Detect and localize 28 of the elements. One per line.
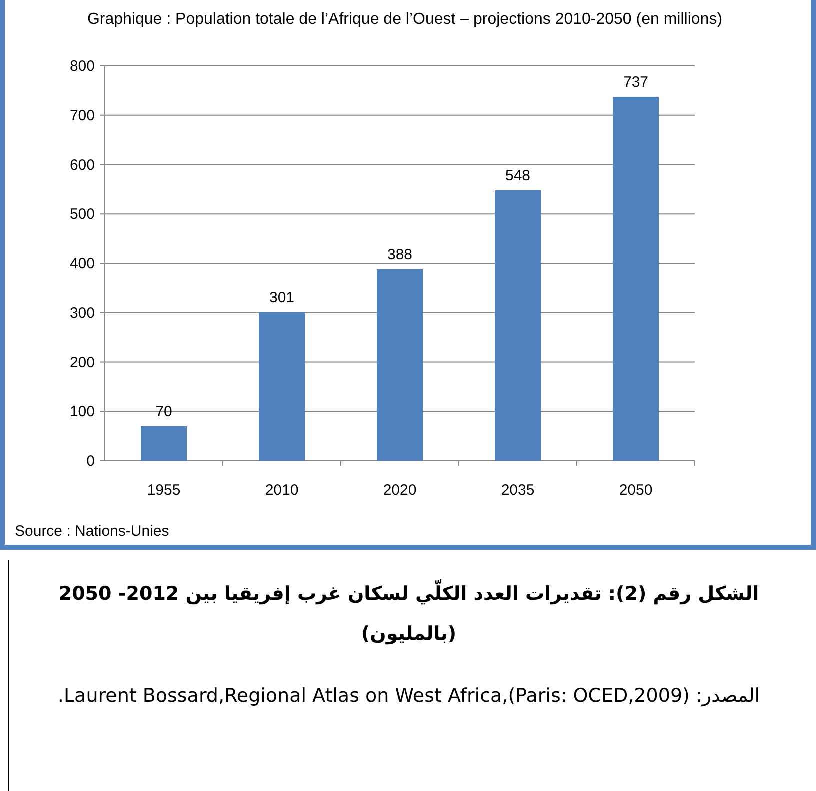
chart-title: Graphique : Population totale de l’Afrique de l’Ouest – projections 2010-2050 (en millions): [87, 11, 723, 28]
data-label: 548: [505, 167, 531, 184]
data-label: 737: [623, 74, 649, 92]
y-tick-label: 700: [70, 107, 95, 124]
x-tick-label: 2050: [619, 482, 653, 499]
bar: [259, 312, 305, 461]
source-note: Source : Nations-Unies: [15, 523, 170, 540]
x-tick-label: 2020: [383, 482, 417, 499]
y-tick-label: 500: [70, 206, 95, 224]
bar: [495, 190, 541, 461]
y-tick-label: 0: [86, 453, 95, 470]
y-tick-label: 200: [70, 354, 95, 372]
data-label: 301: [269, 289, 295, 306]
text: الشكل رقم (2): تقديرات العدد الكلّي لسكان غرب إفريقيا بين 2012- 2050 (بالمليون): [58, 578, 760, 647]
x-tick-label: 1955: [147, 482, 181, 499]
x-tick-label: 2010: [265, 482, 299, 499]
y-tick-label: 300: [70, 304, 95, 322]
data-label: 70: [156, 403, 172, 420]
text: المصدر: Laurent Bossard,Regional Atlas on West Africa,(Paris: OCED,2009).: [56, 684, 762, 709]
x-tick-label: 2035: [501, 482, 535, 499]
bar: [377, 269, 423, 461]
y-tick-label: 100: [70, 404, 95, 421]
y-tick-label: 800: [70, 58, 95, 75]
y-tick-label: 400: [70, 256, 95, 272]
y-tick-label: 600: [70, 156, 95, 174]
bar: [613, 97, 659, 461]
bar: [141, 426, 187, 461]
data-label: 388: [387, 246, 413, 264]
